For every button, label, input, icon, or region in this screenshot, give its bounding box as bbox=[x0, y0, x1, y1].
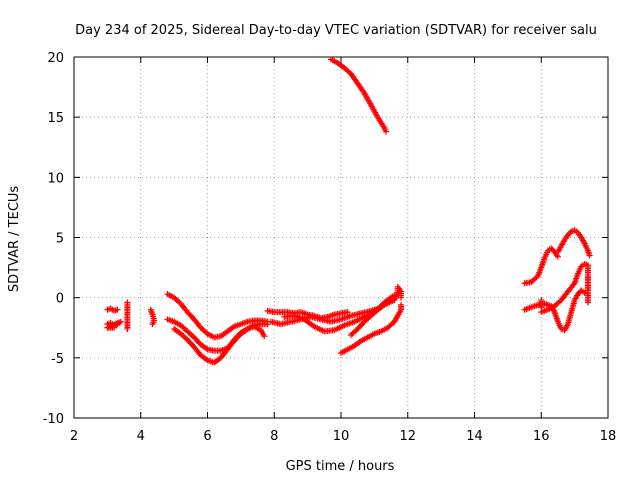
data-point bbox=[398, 301, 405, 308]
y-tick-labels: -10 -5 0 5 10 15 20 bbox=[43, 51, 64, 427]
data-point bbox=[538, 304, 545, 311]
data-point bbox=[203, 356, 210, 363]
series-arc-g bbox=[171, 323, 268, 366]
data-point bbox=[383, 128, 390, 135]
series-arc-a bbox=[104, 305, 121, 314]
x-tick-label: 10 bbox=[333, 429, 350, 444]
series-arc-k bbox=[338, 301, 405, 357]
y-tick-label: 20 bbox=[47, 51, 64, 66]
series-arc-e bbox=[164, 291, 271, 341]
data-point bbox=[391, 292, 398, 299]
data-point bbox=[264, 321, 271, 328]
data-point bbox=[111, 324, 118, 331]
y-tick-label: 15 bbox=[47, 111, 64, 126]
x-tick-label: 18 bbox=[600, 429, 617, 444]
series-arc-c bbox=[124, 299, 131, 332]
series-arc-q bbox=[538, 260, 591, 316]
data-point bbox=[203, 329, 210, 336]
data-point bbox=[398, 294, 405, 301]
data-point bbox=[586, 252, 593, 259]
series-arc-b bbox=[104, 318, 124, 331]
x-tick-label: 12 bbox=[399, 429, 416, 444]
series-arc-l bbox=[348, 292, 398, 338]
axis-ticks bbox=[73, 56, 609, 419]
y-axis-label: SDTVAR / TECUs bbox=[7, 186, 22, 293]
x-tick-label: 8 bbox=[270, 429, 278, 444]
x-tick-label: 4 bbox=[137, 429, 145, 444]
data-point bbox=[229, 324, 236, 331]
y-tick-label: 5 bbox=[56, 232, 64, 247]
series-arc-p bbox=[521, 287, 588, 334]
data-point bbox=[584, 299, 591, 306]
grid-lines bbox=[74, 57, 608, 418]
y-tick-label: 0 bbox=[56, 292, 64, 307]
x-tick-labels: 2 4 6 8 10 12 14 16 18 bbox=[70, 429, 616, 444]
series-arc-o bbox=[554, 227, 593, 259]
x-axis-label: GPS time / hours bbox=[286, 459, 395, 474]
data-point bbox=[114, 306, 121, 313]
chart-title: Day 234 of 2025, Sidereal Day-to-day VTE… bbox=[75, 23, 597, 38]
y-tick-label: -10 bbox=[43, 412, 64, 427]
y-tick-label: 10 bbox=[47, 171, 64, 186]
data-point bbox=[581, 289, 588, 296]
series-arc-r bbox=[538, 297, 545, 311]
x-tick-label: 16 bbox=[533, 429, 550, 444]
data-point bbox=[203, 345, 210, 352]
x-tick-label: 6 bbox=[203, 429, 211, 444]
data-point bbox=[386, 295, 393, 302]
x-tick-label: 14 bbox=[466, 429, 483, 444]
data-point bbox=[149, 321, 156, 328]
series-arc-m bbox=[327, 56, 390, 135]
y-tick-label: -5 bbox=[51, 352, 64, 367]
data-point bbox=[261, 333, 268, 340]
x-tick-label: 2 bbox=[70, 429, 78, 444]
data-marks bbox=[104, 56, 593, 366]
series-arc-d bbox=[147, 306, 158, 328]
data-point bbox=[124, 325, 131, 332]
data-point bbox=[356, 338, 363, 345]
